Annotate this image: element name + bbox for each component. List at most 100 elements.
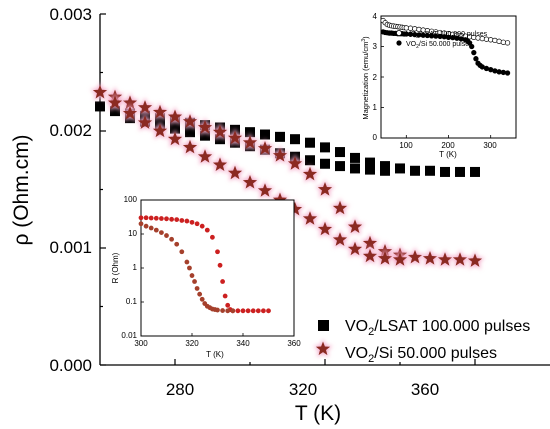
data-point-star	[285, 153, 305, 172]
data-point-filled-circle	[153, 227, 159, 233]
data-point-filled-circle	[266, 308, 271, 314]
y-tick-label: 100	[124, 195, 138, 204]
x-tick-label: 300	[134, 339, 148, 348]
legend-entry-lsat: VO2/LSAT 100.000 pulses	[406, 31, 488, 40]
data-point-star	[270, 145, 290, 164]
data-point-filled-circle	[215, 307, 220, 313]
data-point-star	[420, 248, 440, 267]
y-tick-label: 0.001	[49, 238, 92, 257]
main-x-tick-labels: 280 320 360	[166, 380, 439, 399]
y-tick-label: 1	[133, 263, 138, 272]
inset-mag-y-tick-labels: 0 1 2 3 4	[373, 12, 378, 142]
data-point-square	[350, 163, 360, 174]
data-point-open-circle	[407, 25, 414, 31]
data-point-star	[315, 179, 335, 198]
data-point-filled-circle	[492, 68, 498, 74]
data-point-filled-circle	[240, 308, 246, 314]
y-tick-label: 2	[373, 73, 378, 82]
data-point-filled-circle	[210, 234, 215, 240]
data-point-filled-circle	[187, 265, 192, 271]
data-point-square	[365, 157, 375, 168]
data-point-star	[315, 219, 335, 238]
data-point-square	[95, 101, 105, 112]
data-point-square	[110, 106, 120, 117]
inset-resistance-ticks	[140, 199, 295, 337]
data-point-star	[300, 164, 320, 183]
data-point-star	[330, 198, 350, 217]
data-point-star	[135, 97, 155, 116]
data-point-square	[185, 127, 195, 138]
data-point-star	[180, 111, 200, 130]
inset-resistance-frame	[140, 199, 295, 337]
data-point-star	[210, 154, 230, 174]
legend-entry-lsat: VO2/LSAT 100.000 pulses	[345, 318, 530, 338]
data-point-star	[450, 249, 470, 268]
inset-mag-x-axis-label: T (K)	[439, 150, 457, 159]
data-point-filled-circle	[189, 273, 195, 278]
data-point-filled-circle	[174, 241, 180, 247]
data-point-open-circle	[504, 40, 511, 46]
data-point-filled-circle	[500, 69, 506, 76]
data-point-square	[275, 131, 285, 142]
data-point-star	[195, 117, 215, 136]
data-point-filled-circle	[496, 69, 502, 75]
data-point-filled-circle	[189, 219, 195, 225]
data-point-filled-circle	[225, 302, 231, 308]
data-point-square	[290, 134, 300, 145]
data-point-square	[170, 123, 180, 134]
legend-marker-star	[313, 338, 333, 358]
data-point-star	[135, 112, 155, 131]
data-point-star	[465, 250, 485, 270]
inset-mag-y-axis-label: Magnetization (emu/cm3)	[361, 36, 370, 120]
data-point-filled-circle	[197, 291, 203, 297]
inset-res-y-tick-labels: 0.01 0.1 1 10 100	[121, 195, 137, 340]
data-point-square	[320, 158, 330, 169]
data-point-star	[345, 216, 365, 236]
y-tick-label: 3	[373, 42, 378, 51]
data-point-filled-circle	[138, 215, 144, 221]
main-y-tick-labels: 0.000 0.001 0.002 0.003	[49, 5, 92, 375]
y-tick-label: 10	[128, 229, 137, 238]
y-tick-label: 0.000	[49, 356, 92, 375]
x-tick-label: 320	[289, 380, 317, 399]
data-point-star	[105, 92, 125, 112]
data-point-star	[360, 233, 380, 252]
data-point-star	[210, 122, 230, 141]
y-tick-label: 4	[373, 12, 378, 21]
data-point-filled-circle	[192, 279, 197, 284]
inset-mag-legend: VO2/LSAT 100.000 pulses VO2/Si 50.000 pu…	[395, 29, 488, 50]
data-point-star	[150, 120, 170, 140]
data-point-star	[195, 146, 215, 165]
data-point-star	[165, 129, 185, 148]
x-tick-label: 280	[166, 380, 194, 399]
data-point-filled-circle	[169, 216, 175, 222]
data-point-square	[395, 163, 405, 174]
data-point-star	[255, 138, 275, 157]
data-point-filled-circle	[174, 217, 180, 223]
legend-marker-square	[318, 320, 329, 331]
data-point-filled-circle	[138, 221, 144, 227]
data-point-square	[305, 137, 315, 148]
data-point-square	[230, 137, 240, 148]
data-point-star	[300, 208, 320, 227]
inset-res-x-axis-label: T (K)	[206, 350, 224, 359]
data-point-star	[360, 246, 380, 265]
x-axis-label: T (K)	[295, 402, 341, 425]
data-point-square	[215, 134, 225, 145]
data-point-filled-circle	[143, 215, 149, 221]
inset-magnetization: 0 1 2 3 4 100 200 300 T (K) Magnetizatio…	[361, 12, 517, 159]
data-point-star	[345, 239, 365, 258]
x-tick-label: 300	[483, 141, 497, 150]
data-point-filled-circle	[159, 216, 164, 221]
y-axis-label: ρ (Ohm.cm)	[10, 134, 33, 245]
data-point-square	[320, 142, 330, 153]
data-point-star	[240, 132, 260, 151]
data-point-star	[165, 106, 185, 126]
main-plot: 280 320 360 0.000 0.001 0.002 0.003 T (K…	[10, 5, 550, 425]
data-point-filled-circle	[235, 308, 241, 314]
data-point-square	[260, 129, 270, 140]
data-point-filled-circle	[159, 230, 164, 235]
data-point-star	[390, 249, 410, 268]
data-point-star	[120, 92, 140, 112]
